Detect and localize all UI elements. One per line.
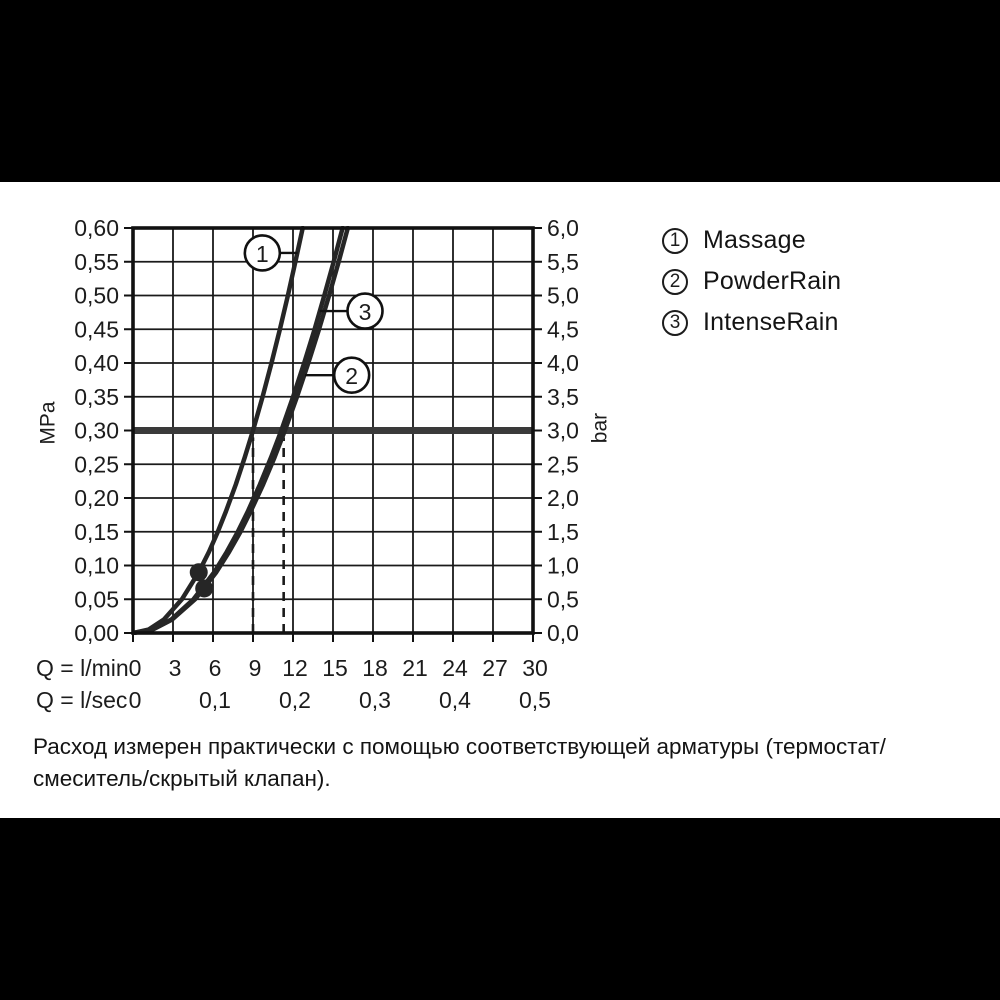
legend-item-powderrain: 2 PowderRain <box>662 261 841 302</box>
circled-number-1-icon: 1 <box>662 227 688 254</box>
callout-circle-2 <box>332 356 371 394</box>
letterbox-top <box>0 0 1000 182</box>
y-axis-right-tick-label: 0,5 <box>547 586 579 612</box>
y-axis-left-tick-label: 0,55 <box>74 249 119 275</box>
y-axis-left-tick-label: 0,15 <box>74 519 119 545</box>
circled-number-3-icon: 3 <box>662 309 688 336</box>
x-axis-lmin-tick-label: 15 <box>322 655 348 681</box>
x-axis-lsec-tick-label: 0,1 <box>199 687 231 713</box>
callout-number-2: 2 <box>345 363 358 389</box>
y-axis-left-tick-label: 0,50 <box>74 283 119 309</box>
measurement-dot <box>195 579 214 598</box>
curve-intenserain <box>133 226 345 635</box>
y-axis-right-tick-label: 5,0 <box>547 283 579 309</box>
y-axis-left-tick-label: 0,45 <box>74 316 119 342</box>
callout-number-1: 1 <box>256 241 269 267</box>
x-axis-lsec-tick-label: 0 <box>129 687 142 713</box>
callout-circle-3 <box>346 292 384 330</box>
x-axis-lsec-tick-label: 0,2 <box>279 687 311 713</box>
measurement-note-line2: смеситель/скрытый клапан). <box>33 766 331 791</box>
x-axis-lmin-tick-label: 27 <box>482 655 508 681</box>
x-axis-lmin-tick-label: 3 <box>169 655 182 681</box>
x-axis-lmin-tick-label: 0 <box>129 655 142 681</box>
x-axis-lmin-tick-label: 12 <box>282 655 308 681</box>
y-axis-left-tick-label: 0,05 <box>74 586 119 612</box>
diagram-panel: 0,60 6,0 0,55 5,5 0,50 5,0 0,45 4,5 0,40 4,0 0,35 3… <box>0 182 1000 818</box>
x-axis-lsec-tick-label: 0,5 <box>519 687 551 713</box>
letterbox-bottom <box>0 818 1000 1000</box>
y-axis-right-tick-label: 0,0 <box>547 620 579 646</box>
legend-item-intenserain: 3 IntenseRain <box>662 302 841 343</box>
callout-number-3: 3 <box>359 299 372 325</box>
legend-item-massage: 1 Massage <box>662 220 841 261</box>
x-axis-lsec-tick-label: 0,3 <box>359 687 391 713</box>
y-axis-left-tick-label: 0,25 <box>74 451 119 477</box>
y-axis-right-tick-label: 5,5 <box>547 249 579 275</box>
legend-label: IntenseRain <box>703 308 839 336</box>
x-axis-lmin-tick-label: 18 <box>362 655 388 681</box>
x-axis-lmin-label: Q = l/min <box>36 655 129 681</box>
y-axis-right-tick-label: 4,0 <box>547 350 579 376</box>
x-axis-lsec-tick-label: 0,4 <box>439 687 471 713</box>
curve-massage <box>133 226 305 635</box>
y-axis-right-tick-label: 1,5 <box>547 519 579 545</box>
x-axis-lmin-tick-label: 21 <box>402 655 428 681</box>
y-axis-left-unit-label: MPa <box>37 401 60 445</box>
y-axis-left-tick-label: 0,60 <box>74 215 119 241</box>
x-axis-lmin-tick-label: 30 <box>522 655 548 681</box>
x-axis-lmin-tick-label: 24 <box>442 655 468 681</box>
measurement-note: Расход измерен практически с помощью соо… <box>33 731 886 795</box>
y-axis-right-tick-label: 3,5 <box>547 384 579 410</box>
y-axis-right-tick-label: 3,0 <box>547 418 579 444</box>
flow-pressure-chart: 0,60 6,00,55 5,50,50 5,00,45 4,50,40 4,00,35 3… <box>36 215 612 713</box>
y-axis-right-unit-label: bar <box>589 413 612 443</box>
callout-circle-1 <box>243 234 282 272</box>
legend-label: PowderRain <box>703 267 842 295</box>
legend: 1 Massage 2 PowderRain 3 IntenseRain <box>662 220 841 343</box>
y-axis-left-tick-label: 0,20 <box>74 485 119 511</box>
y-axis-left-tick-label: 0,35 <box>74 384 119 410</box>
y-axis-left-tick-label: 0,30 <box>74 418 119 444</box>
measurement-note-line1: Расход измерен практически с помощью соо… <box>33 734 886 759</box>
x-axis-lmin-tick-label: 6 <box>209 655 222 681</box>
y-axis-right-tick-label: 4,5 <box>547 316 579 342</box>
circled-number-2-icon: 2 <box>662 268 688 295</box>
y-axis-left-tick-label: 0,00 <box>74 620 119 646</box>
x-axis-lsec-label: Q = l/sec <box>36 687 127 713</box>
y-axis-right-tick-label: 1,0 <box>547 553 579 579</box>
y-axis-right-tick-label: 2,0 <box>547 485 579 511</box>
y-axis-left-tick-label: 0,40 <box>74 350 119 376</box>
y-axis-right-tick-label: 2,5 <box>547 451 579 477</box>
plot-frame <box>131 226 535 635</box>
legend-label: Massage <box>703 226 806 254</box>
x-axis-lmin-tick-label: 9 <box>249 655 262 681</box>
y-axis-right-tick-label: 6,0 <box>547 215 579 241</box>
y-axis-left-tick-label: 0,10 <box>74 553 119 579</box>
measurement-dot <box>189 563 208 582</box>
